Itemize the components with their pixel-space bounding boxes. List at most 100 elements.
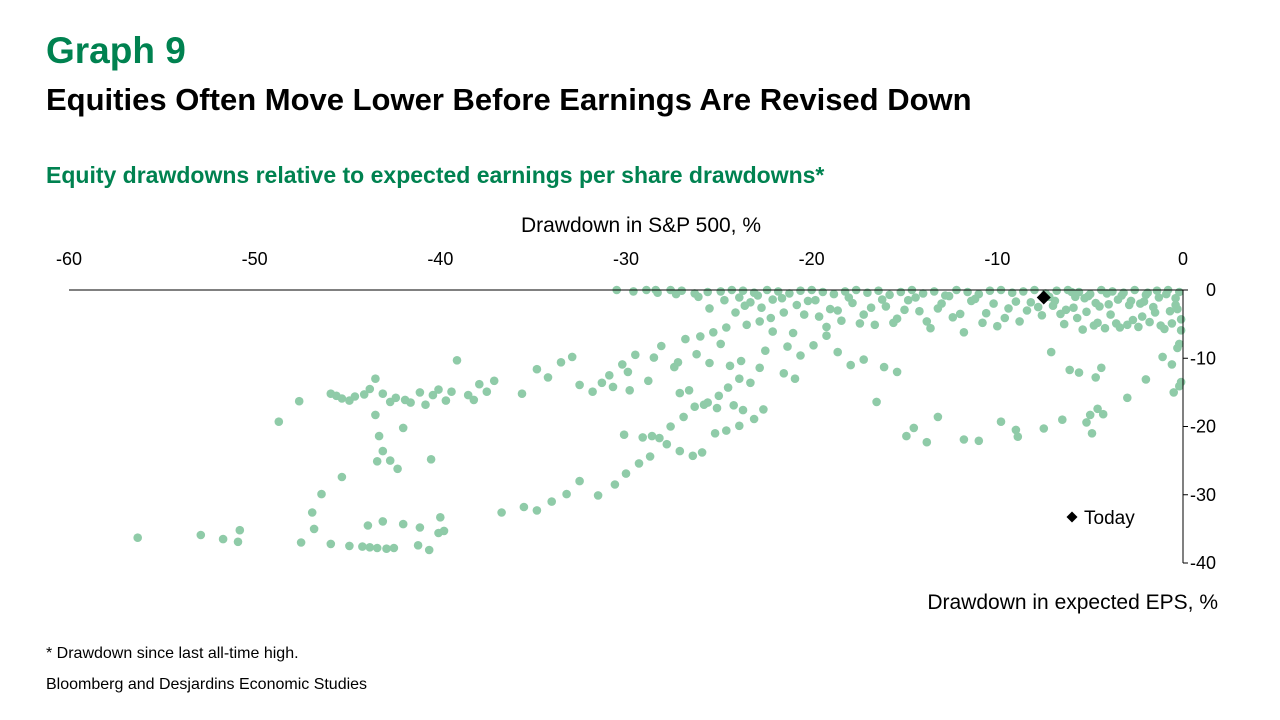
- scatter-point: [697, 448, 707, 457]
- scatter-point: [1100, 323, 1110, 333]
- scatter-point: [722, 426, 731, 435]
- scatter-point: [1145, 317, 1154, 327]
- scatter-point: [944, 291, 954, 301]
- scatter-point: [363, 521, 373, 530]
- y-tick-label: -10: [1190, 348, 1216, 368]
- legend: Today: [1066, 508, 1135, 529]
- scatter-point: [1152, 286, 1162, 296]
- scatter-point: [922, 317, 932, 326]
- scatter-point: [885, 290, 894, 300]
- scatter-point: [1136, 299, 1145, 308]
- scatter-point: [358, 542, 367, 551]
- scatter-point: [532, 364, 542, 374]
- scatter-point: [218, 534, 228, 544]
- scatter-point: [233, 537, 243, 547]
- scatter-point: [497, 508, 506, 517]
- scatter-point: [1022, 306, 1032, 315]
- scatter-point: [859, 355, 868, 364]
- scatter-point: [746, 378, 755, 388]
- scatter-point: [645, 452, 655, 461]
- scatter-point: [1124, 300, 1134, 310]
- scatter-point: [785, 289, 794, 298]
- scatter-point: [725, 361, 735, 371]
- scatter-point: [929, 287, 939, 296]
- x-tick-label: -20: [799, 249, 825, 269]
- source-note: Bloomberg and Desjardins Economic Studie…: [46, 676, 368, 693]
- scatter-point: [382, 544, 391, 553]
- scatter-point: [1074, 368, 1084, 377]
- scatter-point: [556, 358, 566, 367]
- scatter-point: [690, 402, 699, 412]
- scatter-point: [978, 318, 987, 328]
- scatter-point: [350, 392, 360, 401]
- scatter-point: [196, 530, 206, 540]
- scatter-point: [1111, 319, 1121, 328]
- scatter-point: [463, 390, 473, 400]
- scatter-point: [699, 400, 709, 410]
- scatter-point: [866, 303, 876, 313]
- scatter-point: [777, 293, 787, 303]
- scatter-point: [783, 342, 792, 351]
- scatter-point: [623, 367, 633, 377]
- scatter-point: [872, 397, 881, 407]
- scatter-point: [133, 533, 142, 542]
- scatter-point: [722, 323, 731, 332]
- scatter-point: [675, 388, 685, 398]
- scatter-point: [738, 286, 748, 296]
- scatter-point: [863, 288, 872, 298]
- scatter-point: [655, 433, 664, 443]
- graph-label: Graph 9: [46, 30, 186, 71]
- scatter-point: [755, 363, 764, 373]
- scatter-point: [294, 396, 304, 406]
- x-axis-title: Drawdown in S&P 500, %: [521, 214, 761, 237]
- scatter-point: [605, 371, 614, 380]
- scatter-point: [742, 320, 751, 330]
- scatter-point: [666, 422, 675, 431]
- scatter-point: [738, 405, 748, 415]
- scatter-point: [317, 489, 326, 499]
- scatter-point: [1026, 298, 1036, 307]
- scatter-point: [716, 339, 725, 349]
- scatter-point: [889, 318, 898, 328]
- scatter-point: [421, 400, 430, 410]
- scatter-point: [588, 387, 597, 397]
- scatter-point: [922, 437, 932, 447]
- scatter-point: [398, 423, 408, 433]
- scatter-point: [575, 380, 584, 390]
- scatter-point: [959, 435, 969, 444]
- scatter-point: [436, 513, 445, 522]
- scatter-point: [855, 319, 865, 328]
- scatter-point: [426, 455, 436, 464]
- scatter-point: [434, 385, 443, 394]
- scatter-point: [1176, 377, 1186, 387]
- scatter-point: [915, 306, 924, 316]
- scatter-point: [833, 347, 842, 357]
- scatter-point: [1033, 302, 1043, 312]
- scatter-point: [989, 299, 998, 308]
- scatter-point: [792, 300, 802, 310]
- scatter-point: [759, 405, 768, 414]
- scatter-point: [809, 341, 818, 350]
- scatter-point: [716, 287, 725, 296]
- scatter-point: [398, 519, 408, 529]
- scatter-point: [833, 306, 842, 315]
- scatter-point: [1171, 293, 1180, 303]
- scatter-point: [749, 414, 759, 424]
- scatter-point: [1089, 321, 1099, 330]
- scatter-point: [1169, 388, 1178, 397]
- legend-today-label: Today: [1084, 508, 1135, 529]
- scatter-point: [621, 469, 631, 478]
- scatter-point: [723, 383, 733, 392]
- scatter-point: [731, 308, 740, 317]
- scatter-point: [1171, 300, 1180, 310]
- scatter-point: [1015, 317, 1024, 326]
- scatter-point: [773, 287, 783, 296]
- scatter-point: [447, 387, 456, 397]
- scatter-point: [625, 386, 634, 395]
- chart-subtitle: Equity drawdowns relative to expected ea…: [46, 162, 825, 188]
- scatter-point: [803, 296, 813, 306]
- scatter-point: [274, 417, 284, 427]
- scatter-point: [985, 286, 995, 296]
- scatter-point: [692, 349, 701, 359]
- scatter-point: [1067, 287, 1076, 297]
